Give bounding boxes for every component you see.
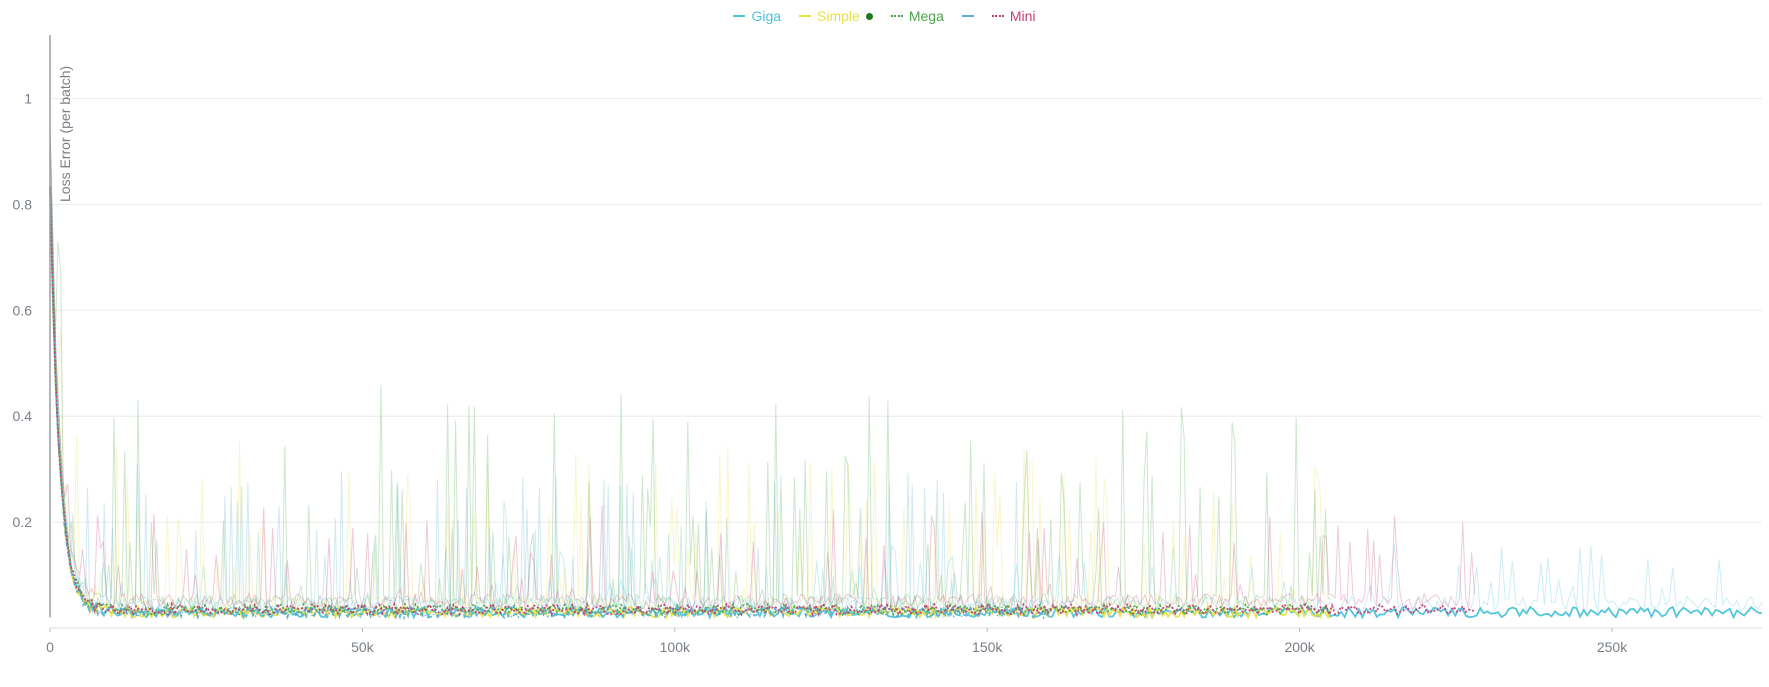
y-tick-label: 1 <box>24 91 32 107</box>
series-raw-line-2 <box>49 130 1331 611</box>
x-tick-label: 0 <box>46 639 54 655</box>
legend-label-giga: Giga <box>751 8 782 24</box>
legend-item-giga[interactable]: Giga <box>733 8 781 24</box>
chart-legend: Giga Simple Mega Mini <box>0 8 1769 24</box>
highlight-dot-icon <box>865 12 873 20</box>
series-raw-line-0 <box>49 125 1763 614</box>
y-tick-label: 0.2 <box>13 514 33 530</box>
legend-item-unnamed[interactable] <box>961 8 974 24</box>
legend-item-mini[interactable]: Mini <box>991 8 1036 24</box>
legend-label-mini: Mini <box>1009 8 1036 24</box>
series-line-0 <box>49 187 1763 620</box>
x-tick-label: 50k <box>351 639 375 655</box>
legend-swatch-simple <box>799 15 812 17</box>
legend-swatch-giga <box>733 15 746 17</box>
series-raw-line-1 <box>49 121 1331 614</box>
legend-item-simple[interactable]: Simple <box>799 8 873 24</box>
legend-swatch-mini <box>991 15 1004 17</box>
series-raw-line-3 <box>49 124 1050 614</box>
series-line-3 <box>49 192 1051 621</box>
legend-swatch-unnamed <box>961 15 974 17</box>
y-tick-label: 0.4 <box>13 408 33 424</box>
legend-label-simple: Simple <box>817 8 860 24</box>
y-tick-label: 0.8 <box>13 196 33 212</box>
series-line-4 <box>49 187 1476 618</box>
legend-item-mega[interactable]: Mega <box>890 8 944 24</box>
y-tick-label: 0.6 <box>13 302 33 318</box>
x-tick-label: 100k <box>660 639 691 655</box>
x-tick-label: 200k <box>1284 639 1315 655</box>
legend-label-mega: Mega <box>908 8 944 24</box>
x-tick-label: 250k <box>1597 639 1628 655</box>
y-axis-label: Loss Error (per batch) <box>57 66 73 202</box>
x-tick-label: 150k <box>972 639 1003 655</box>
series-line-2 <box>49 186 1332 618</box>
legend-swatch-mega <box>890 15 903 17</box>
